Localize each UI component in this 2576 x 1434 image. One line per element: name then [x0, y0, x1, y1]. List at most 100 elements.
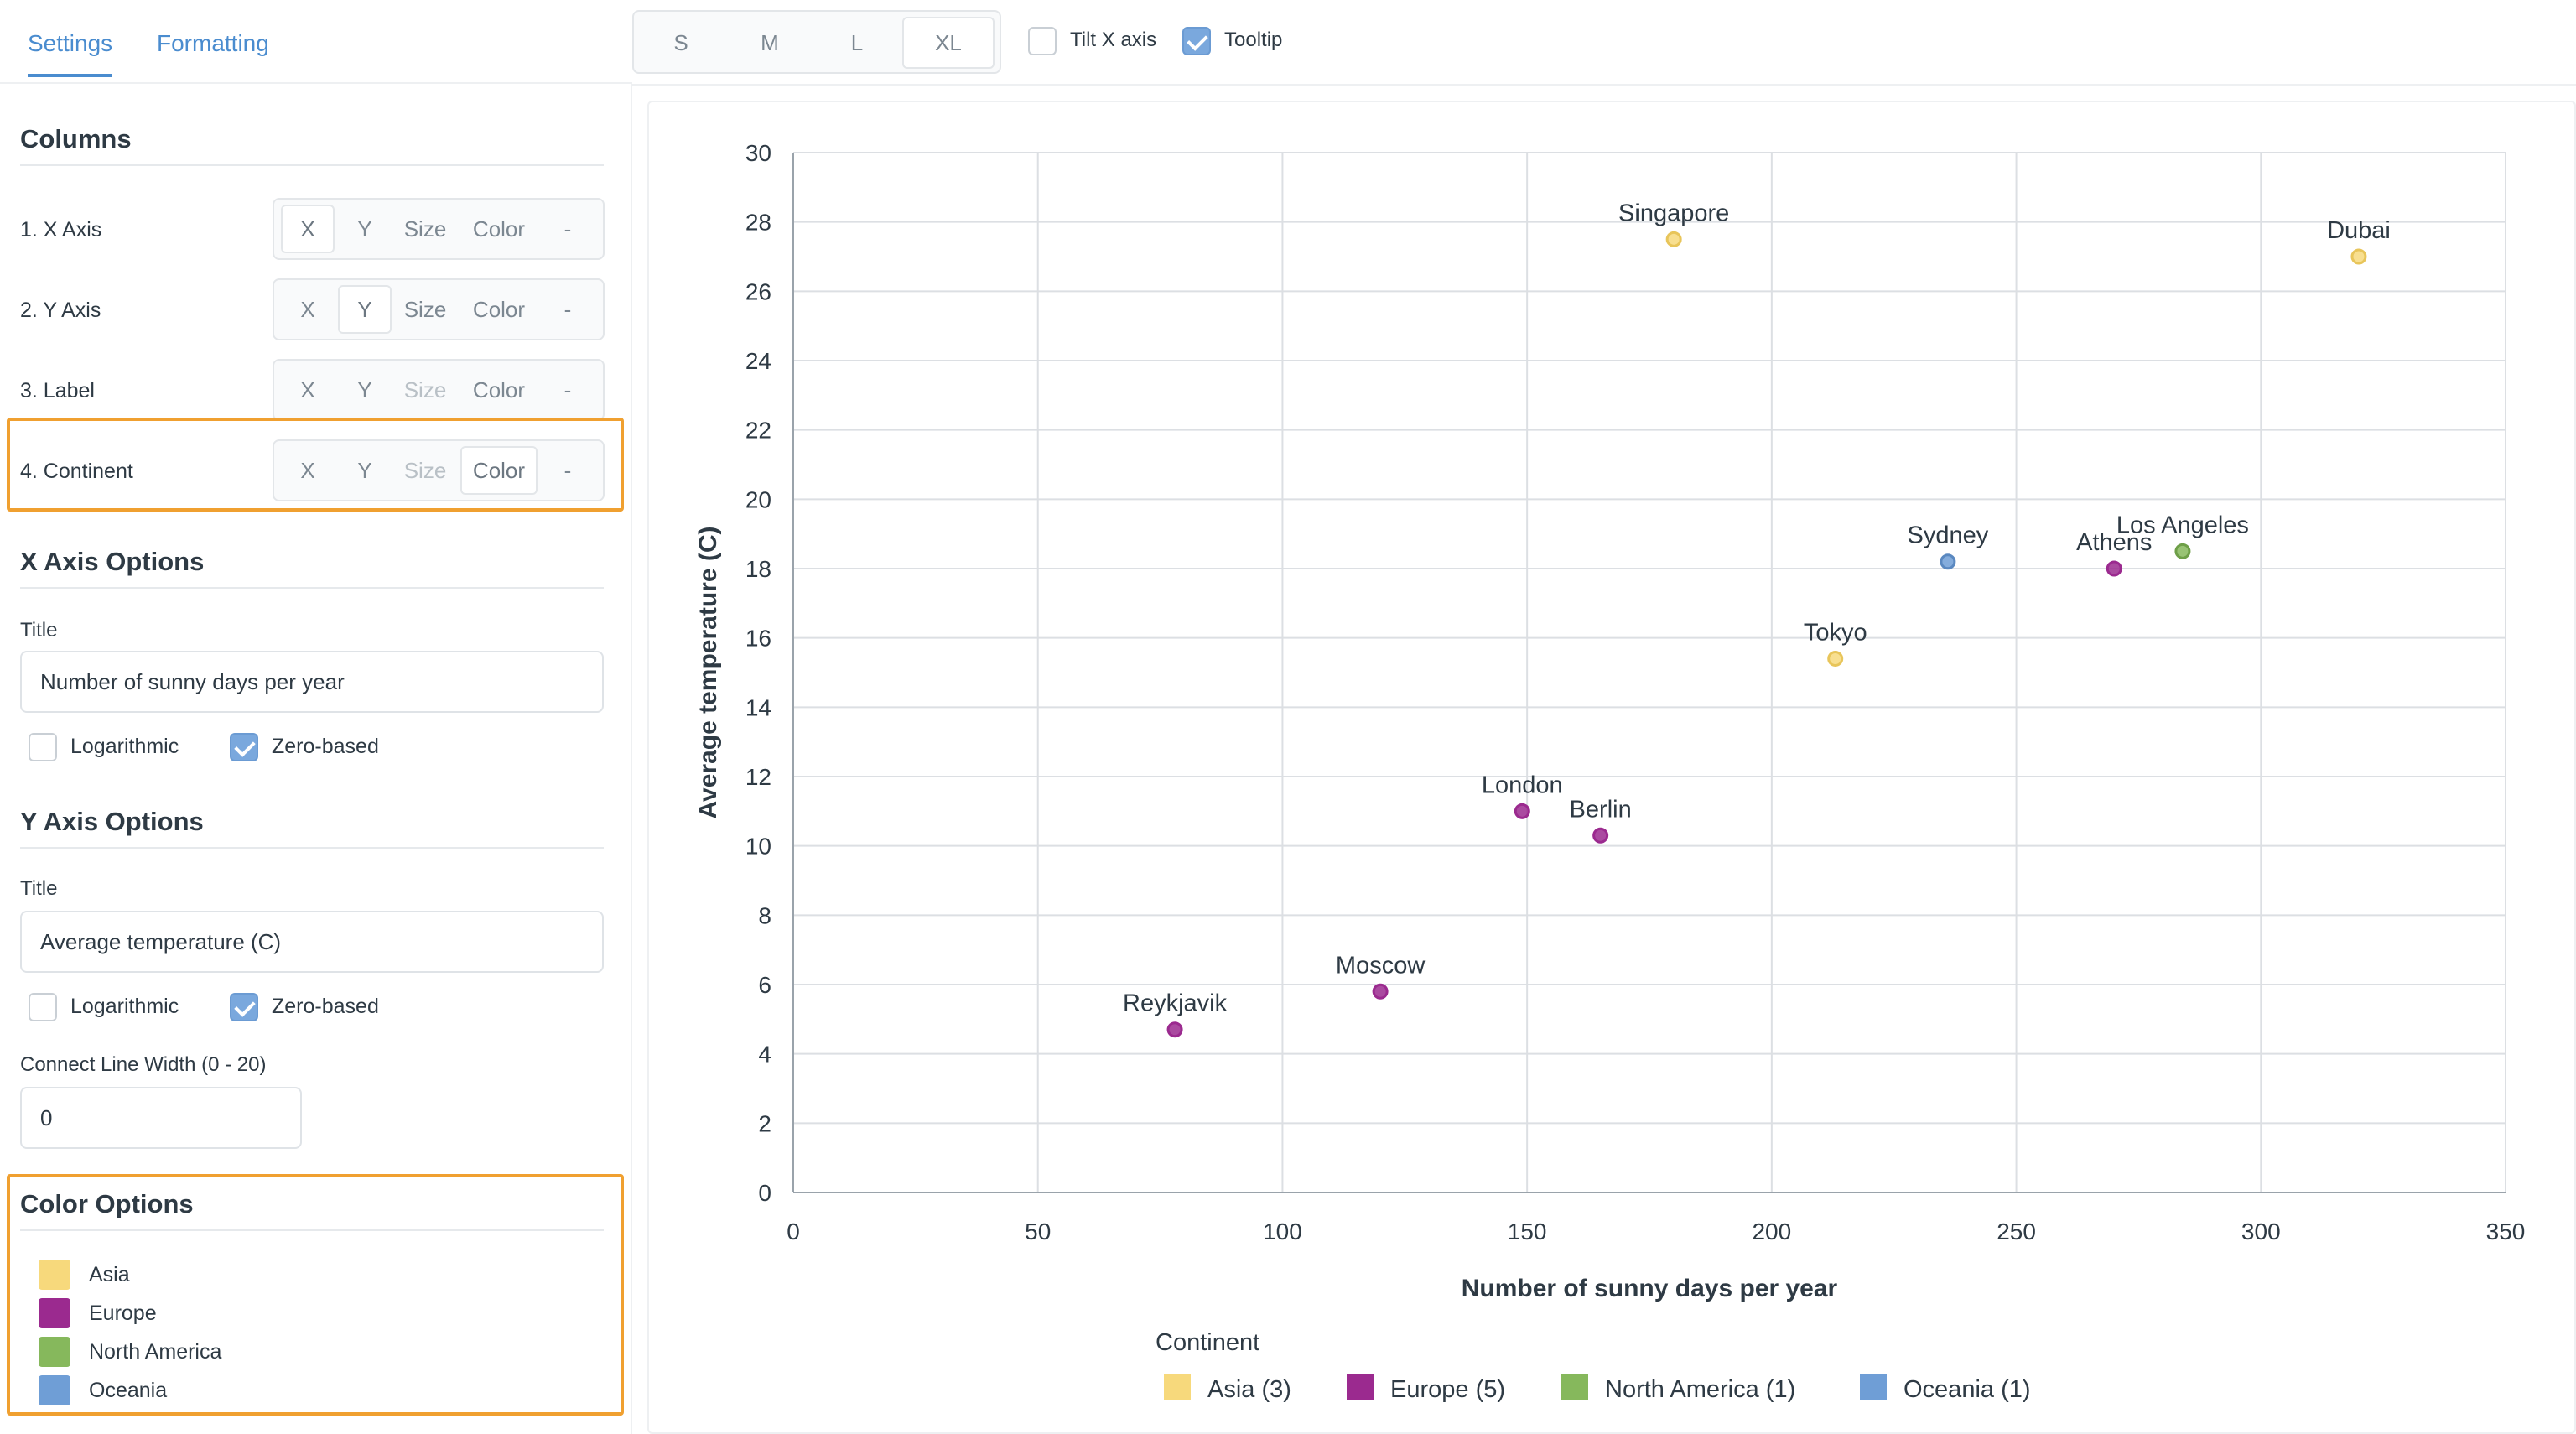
color-option-label: North America — [89, 1340, 222, 1364]
role-option-color[interactable]: Color — [460, 446, 538, 495]
legend-label[interactable]: Oceania (1) — [1903, 1376, 2031, 1403]
data-point[interactable] — [1166, 1021, 1183, 1038]
y-axis-title-input[interactable] — [20, 911, 604, 973]
x-axis-title: Number of sunny days per year — [1462, 1275, 1838, 1302]
color-option-label: Asia — [89, 1263, 130, 1286]
role-option-color[interactable]: Color — [472, 216, 526, 242]
legend-label[interactable]: North America (1) — [1605, 1376, 1795, 1403]
role-option-y[interactable]: Y — [357, 458, 372, 483]
data-point-label: Athens — [2076, 529, 2152, 556]
role-option-size[interactable]: Size — [403, 216, 447, 242]
y-tick-label: 28 — [745, 210, 771, 236]
role-option-none[interactable]: - — [564, 458, 572, 483]
column-role-selector: X Y Size Color - — [273, 278, 605, 340]
data-point[interactable] — [1592, 827, 1609, 844]
role-option-x[interactable]: X — [300, 297, 315, 322]
x-tick-label: 50 — [1025, 1218, 1051, 1244]
y-axis-title: Average temperature (C) — [694, 527, 722, 819]
settings-panel: Settings Formatting Columns 1. X Axis X Y S… — [0, 0, 632, 1434]
x-tick-label: 0 — [787, 1218, 800, 1244]
color-options-title: Color Options — [20, 1189, 194, 1218]
divider — [20, 164, 604, 166]
column-role-selector: X Y Size Color - — [273, 439, 605, 501]
column-row-label: 2. Y Axis — [20, 299, 101, 322]
y-tick-label: 24 — [745, 348, 771, 374]
x-zero-based-checkbox[interactable] — [230, 733, 258, 761]
column-row-label: 3. Label — [20, 379, 95, 403]
role-option-color[interactable]: Color — [472, 297, 526, 322]
role-option-color[interactable]: Color — [472, 377, 526, 403]
y-tick-label: 20 — [745, 486, 771, 512]
role-option-size[interactable]: Size — [403, 377, 447, 403]
panel-tabs: Settings Formatting — [0, 0, 632, 84]
color-swatch[interactable] — [39, 1375, 70, 1405]
color-swatch[interactable] — [39, 1337, 70, 1367]
column-role-selector: X Y Size Color - — [273, 198, 605, 260]
y-axis-options-title: Y Axis Options — [20, 807, 204, 836]
size-option-l[interactable]: L — [850, 30, 864, 55]
size-option-xl[interactable]: XL — [902, 17, 995, 69]
column-row-label: 4. Continent — [20, 460, 133, 483]
data-point[interactable] — [1372, 983, 1389, 1000]
x-logarithmic-checkbox[interactable] — [29, 733, 57, 761]
data-point-label: Moscow — [1336, 952, 1426, 979]
role-option-y[interactable]: Y — [338, 285, 392, 334]
data-point[interactable] — [1514, 803, 1530, 819]
y-logarithmic-checkbox[interactable] — [29, 993, 57, 1021]
y-tick-label: 30 — [745, 140, 771, 166]
x-tick-label: 350 — [2486, 1218, 2526, 1244]
x-tick-label: 100 — [1263, 1218, 1302, 1244]
role-option-none[interactable]: - — [564, 297, 572, 322]
role-option-x[interactable]: X — [300, 377, 315, 403]
legend-label[interactable]: Asia (3) — [1208, 1376, 1291, 1403]
legend-label[interactable]: Europe (5) — [1390, 1376, 1505, 1403]
data-point-label: London — [1482, 772, 1563, 798]
role-option-none[interactable]: - — [564, 377, 572, 403]
data-point-label: Singapore — [1618, 200, 1729, 226]
data-point[interactable] — [2350, 248, 2367, 265]
panel-divider — [631, 84, 632, 1434]
columns-title: Columns — [20, 124, 132, 153]
y-tick-label: 26 — [745, 278, 771, 304]
y-tick-label: 18 — [745, 556, 771, 582]
role-option-x[interactable]: X — [281, 205, 335, 253]
y-zero-based-label: Zero-based — [272, 995, 379, 1018]
legend-swatch[interactable] — [1561, 1374, 1588, 1400]
chart-container: 0 2 4 6 8 10 12 14 16 18 20 22 24 26 28 30 0 50 100 150 200 2… — [647, 101, 2576, 1434]
role-option-none[interactable]: - — [564, 216, 572, 242]
y-tick-label: 0 — [758, 1180, 771, 1206]
role-option-size[interactable]: Size — [403, 458, 447, 483]
y-tick-label: 8 — [758, 902, 771, 928]
x-tick-label: 300 — [2241, 1218, 2281, 1244]
toolbar-divider — [632, 84, 2576, 86]
role-option-x[interactable]: X — [300, 458, 315, 483]
tooltip-checkbox[interactable] — [1182, 27, 1211, 55]
data-point[interactable] — [2174, 543, 2191, 559]
role-option-size[interactable]: Size — [403, 297, 447, 322]
color-swatch[interactable] — [39, 1298, 70, 1328]
tab-settings[interactable]: Settings — [28, 30, 113, 77]
data-point-label: Dubai — [2327, 217, 2391, 244]
data-point[interactable] — [1665, 231, 1682, 247]
y-axis-title-label: Title — [20, 877, 58, 900]
data-point[interactable] — [1940, 553, 1956, 570]
x-zero-based-label: Zero-based — [272, 735, 379, 758]
x-axis-title-input[interactable] — [20, 651, 604, 713]
color-swatch[interactable] — [39, 1260, 70, 1290]
legend-swatch[interactable] — [1164, 1374, 1191, 1400]
column-role-selector: X Y Size Color - — [273, 359, 605, 421]
role-option-y[interactable]: Y — [357, 216, 372, 242]
data-point[interactable] — [1827, 650, 1844, 667]
tilt-x-axis-label: Tilt X axis — [1070, 29, 1157, 51]
role-option-y[interactable]: Y — [357, 377, 372, 403]
y-logarithmic-label: Logarithmic — [70, 995, 179, 1018]
tilt-x-axis-checkbox[interactable] — [1028, 27, 1057, 55]
size-option-m[interactable]: M — [761, 30, 779, 55]
legend-swatch[interactable] — [1347, 1374, 1374, 1400]
legend-swatch[interactable] — [1860, 1374, 1887, 1400]
connect-line-width-input[interactable] — [20, 1087, 302, 1149]
data-point[interactable] — [2106, 560, 2122, 577]
tab-formatting[interactable]: Formatting — [157, 30, 269, 56]
size-option-s[interactable]: S — [673, 30, 688, 55]
y-zero-based-checkbox[interactable] — [230, 993, 258, 1021]
